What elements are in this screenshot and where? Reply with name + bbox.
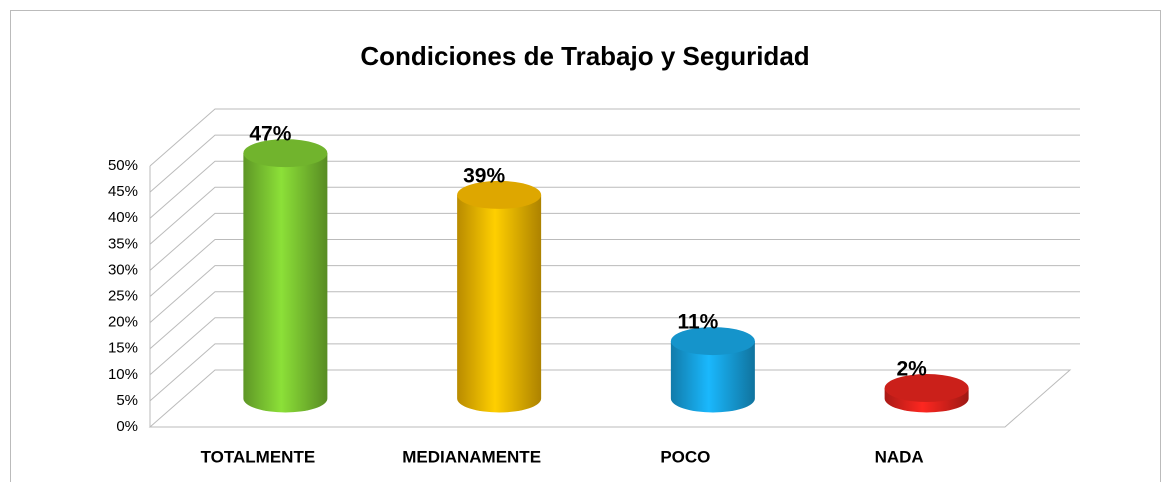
bar-top xyxy=(457,180,542,209)
value-label: 39% xyxy=(463,164,505,187)
y-tick-label: 45% xyxy=(108,183,138,200)
grid-line xyxy=(149,108,1080,167)
floor xyxy=(148,369,1072,428)
y-tick-label: 15% xyxy=(108,340,138,357)
x-tick-label: NADA xyxy=(875,447,924,466)
x-tick-label: POCO xyxy=(660,447,710,466)
grid-line xyxy=(149,343,1080,402)
bar xyxy=(670,327,755,413)
value-label: 47% xyxy=(249,123,291,146)
grid-line xyxy=(149,239,1080,297)
grid-line xyxy=(149,186,1080,245)
grid-line xyxy=(149,212,1080,271)
grid-line xyxy=(149,265,1080,323)
chart-frame xyxy=(10,10,1161,482)
y-tick-label: 20% xyxy=(108,314,138,331)
bar-top xyxy=(243,139,328,168)
value-label: 2% xyxy=(896,358,927,381)
bar-body xyxy=(670,341,755,413)
y-tick-label: 0% xyxy=(116,418,138,435)
grid-line xyxy=(149,160,1080,219)
y-tick-label: 5% xyxy=(116,392,138,409)
y-tick-label: 40% xyxy=(108,209,138,226)
grid-line xyxy=(149,134,1080,193)
bar-body xyxy=(457,194,542,413)
y-tick-label: 50% xyxy=(108,157,138,174)
y-tick-label: 25% xyxy=(108,287,138,304)
bar-top xyxy=(884,374,969,403)
grid-line xyxy=(149,291,1080,350)
bar xyxy=(243,139,328,413)
bar-body xyxy=(243,153,328,413)
chart-title: Condiciones de Trabajo y Seguridad xyxy=(360,41,809,71)
y-tick-label: 30% xyxy=(108,261,138,278)
x-tick-label: TOTALMENTE xyxy=(201,447,316,466)
bar xyxy=(457,180,542,413)
bar xyxy=(884,374,969,413)
y-tick-label: 10% xyxy=(108,366,138,383)
x-tick-label: MEDIANAMENTE xyxy=(402,447,541,466)
y-tick-label: 35% xyxy=(108,235,138,252)
value-label: 11% xyxy=(677,311,718,334)
bar-top xyxy=(670,327,755,356)
grid-line xyxy=(149,317,1080,376)
